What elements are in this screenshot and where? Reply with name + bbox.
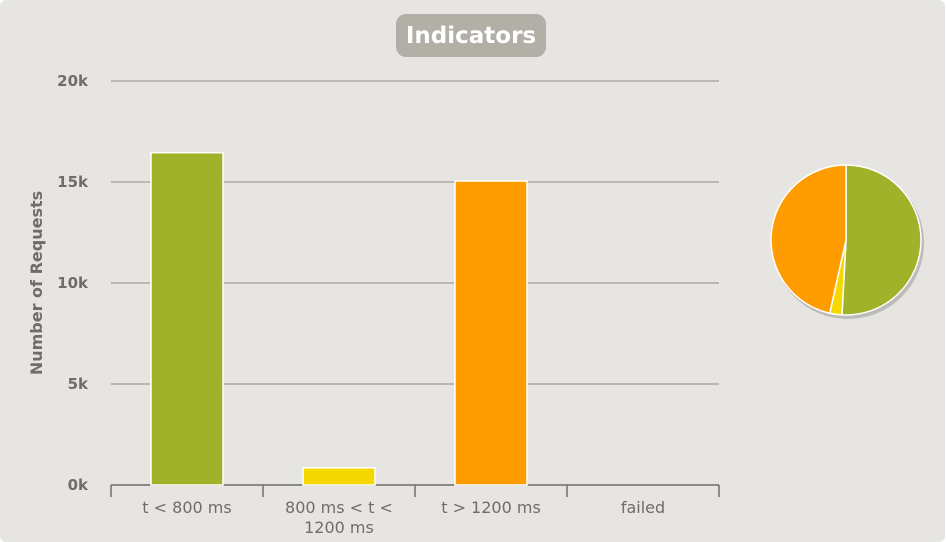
y-tick-label: 15k: [57, 173, 89, 191]
y-tick-label: 10k: [57, 274, 89, 292]
bar-1: [302, 467, 376, 486]
x-category-label: t > 1200 ms: [441, 498, 541, 517]
y-axis-title: Number of Requests: [27, 191, 46, 375]
bar-2: [454, 180, 528, 486]
y-tick-label: 5k: [68, 375, 89, 393]
bar-0: [150, 151, 224, 486]
chart-title: Indicators: [396, 14, 546, 57]
pie-slice-2: [770, 164, 847, 315]
pie-slice-0: [841, 164, 922, 316]
x-category-label: failed: [621, 498, 665, 517]
x-category-label: t < 800 ms: [142, 498, 231, 517]
y-tick-label: 0k: [68, 476, 89, 494]
y-tick-label: 20k: [57, 72, 89, 90]
x-category-label: 800 ms < t <1200 ms: [285, 498, 393, 537]
